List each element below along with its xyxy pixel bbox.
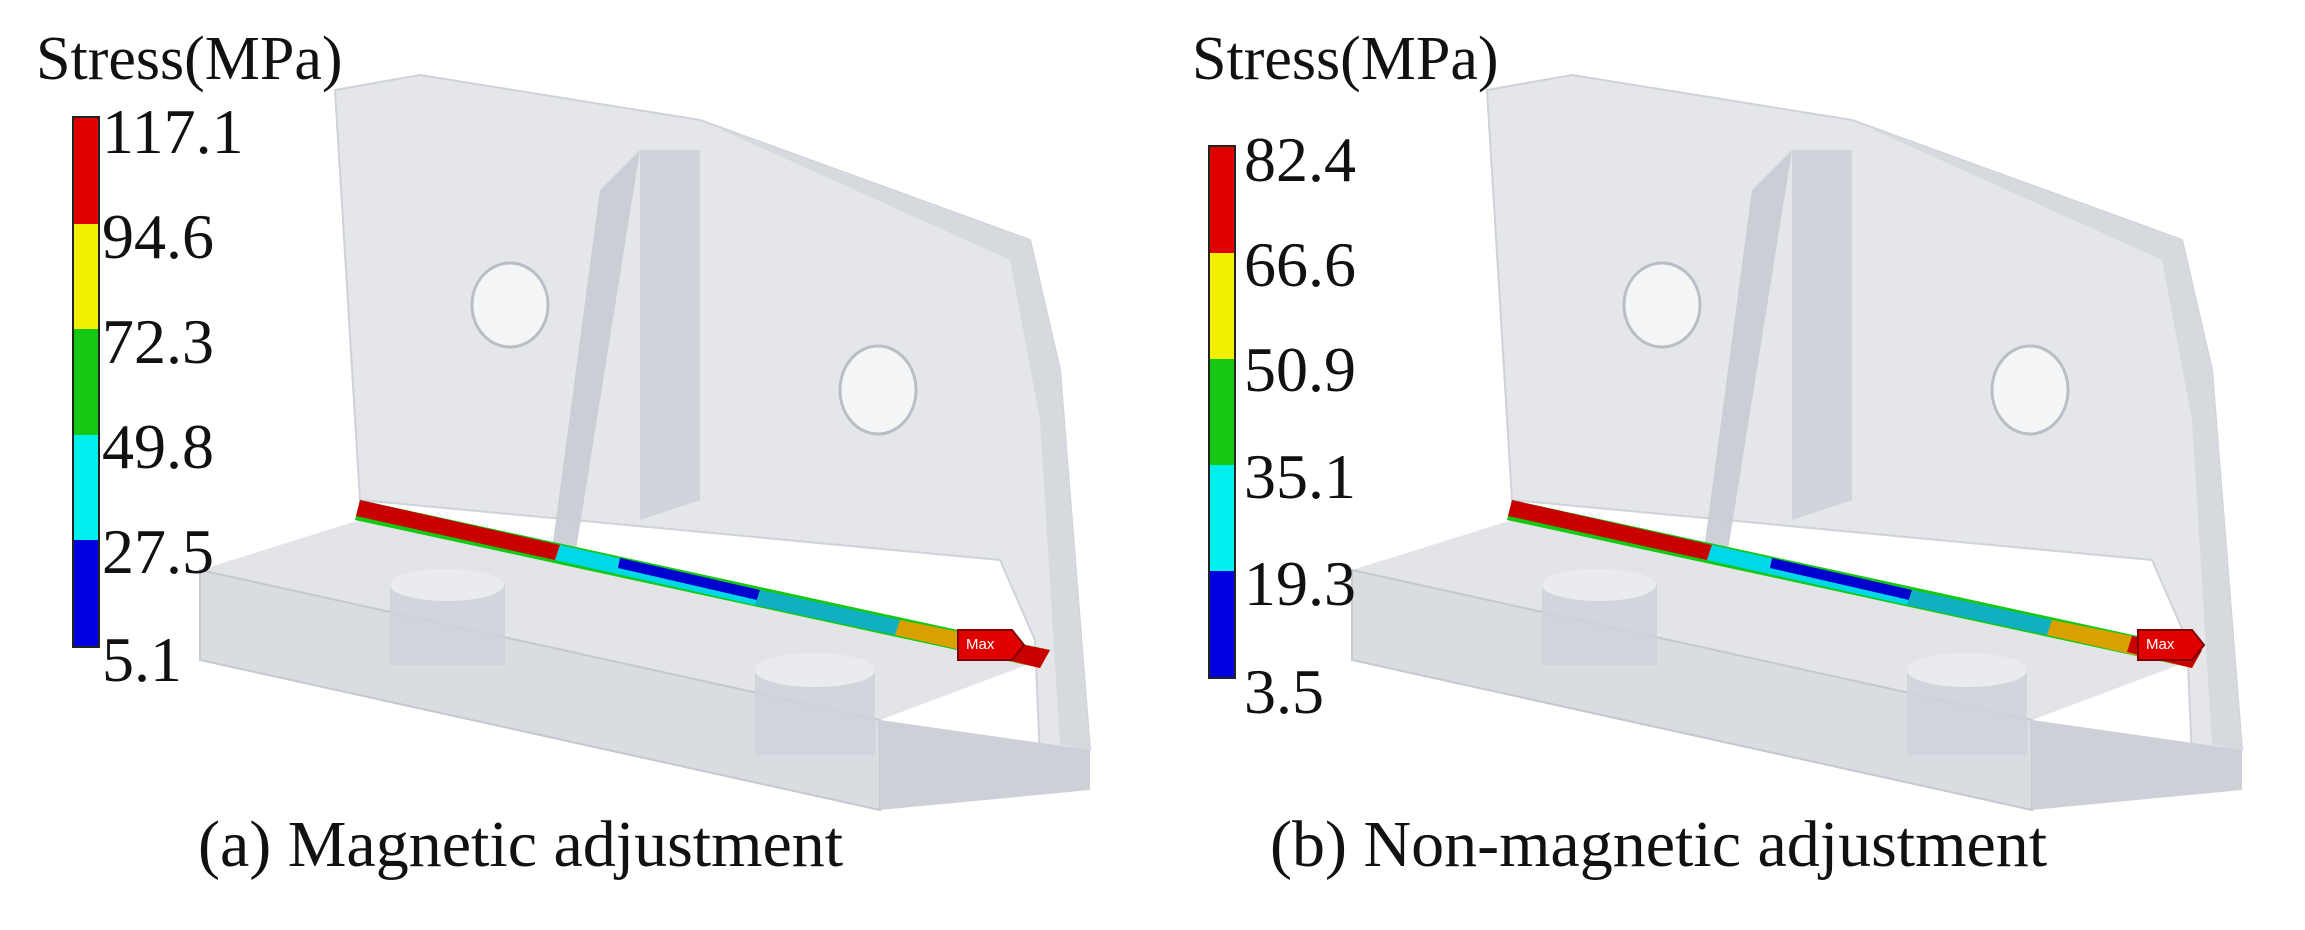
- color-band-cyan: [74, 434, 98, 541]
- bracket-model-render: [199, 73, 1092, 812]
- tick-label: 117.1: [102, 96, 244, 167]
- max-marker-label: Max: [966, 636, 995, 653]
- color-band-cyan: [1210, 465, 1234, 571]
- tick-label: 27.5: [102, 516, 214, 587]
- color-band-green: [74, 329, 98, 435]
- tick-label: 50.9: [1244, 334, 1356, 405]
- tick-label: 72.3: [102, 306, 214, 377]
- tick-label: 5.1: [102, 624, 182, 695]
- panel-caption: (a) Magnetic adjustment: [198, 808, 844, 881]
- color-band-red: [74, 118, 98, 224]
- legend-title: Stress(MPa): [1192, 25, 1499, 93]
- color-band-yellow: [1210, 253, 1234, 359]
- panel-non-magnetic-adjustment: Stress(MPa) 82.4 66.6 50.9 35.1 19.3 3.5…: [1152, 0, 2304, 930]
- tick-label: 35.1: [1244, 441, 1356, 512]
- tick-label: 19.3: [1244, 548, 1356, 619]
- color-band-red: [1210, 147, 1234, 253]
- panel-magnetic-adjustment: Stress(MPa) 117.1 94.6 72.3 49.8 27.5 5.…: [0, 0, 1152, 930]
- tick-label: 49.8: [102, 411, 214, 482]
- stress-color-bar: [1208, 145, 1236, 679]
- color-band-blue: [74, 540, 98, 646]
- bracket-model-render: [1351, 73, 2244, 812]
- legend-title: Stress(MPa): [36, 25, 343, 93]
- tick-label: 94.6: [102, 201, 214, 272]
- tick-label: 3.5: [1244, 656, 1324, 727]
- max-marker-label: Max: [2146, 636, 2175, 653]
- color-band-blue: [1210, 571, 1234, 677]
- tick-label: 82.4: [1244, 124, 1356, 195]
- stress-color-bar: [72, 116, 100, 648]
- tick-label: 66.6: [1244, 229, 1356, 300]
- panel-caption: (b) Non-magnetic adjustment: [1270, 808, 2048, 881]
- color-band-yellow: [74, 223, 98, 330]
- color-band-green: [1210, 359, 1234, 465]
